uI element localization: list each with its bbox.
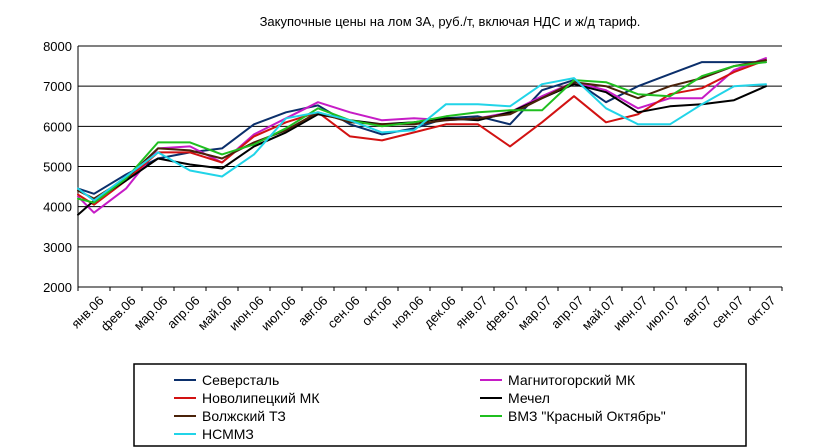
- y-tick-label: 8000: [43, 39, 72, 54]
- x-tick-label: июл.06: [258, 293, 299, 334]
- legend-label: Северсталь: [202, 372, 279, 388]
- x-tick-label: авг.06: [295, 293, 331, 329]
- x-tick-label: май.07: [579, 293, 619, 333]
- series-line: [77, 57, 767, 214]
- y-tick-label: 3000: [43, 240, 72, 255]
- y-tick-label: 2000: [43, 280, 72, 295]
- legend-label: Мечел: [508, 390, 550, 406]
- x-tick-label: фев.06: [98, 293, 139, 334]
- x-tick-label: мар.06: [131, 293, 171, 333]
- y-tick-label: 6000: [43, 119, 72, 134]
- x-tick-label: дек.06: [421, 293, 459, 331]
- x-tick-label: июн.07: [610, 293, 650, 333]
- chart-title: Закупочные цены на лом 3А, руб./т, включ…: [260, 14, 641, 29]
- legend-label: Магнитогорский МК: [508, 372, 636, 388]
- x-tick-labels: янв.06фев.06мар.06апр.06май.06июн.06июл.…: [68, 293, 778, 334]
- y-tick-label: 4000: [43, 200, 72, 215]
- x-tick-label: май.06: [195, 293, 235, 333]
- x-tick-label: сен.06: [324, 293, 362, 331]
- series-line: [77, 61, 767, 195]
- series-line: [77, 59, 767, 206]
- x-tick-label: фев.07: [482, 293, 523, 334]
- legend-label: ВМЗ "Красный Октябрь": [508, 408, 666, 424]
- y-tick-labels: 2000 3000 4000 5000 6000 7000 8000: [43, 39, 72, 295]
- legend-label: НСММЗ: [202, 426, 254, 442]
- x-tick-label: окт.07: [743, 293, 779, 329]
- x-tick-label: мар.07: [515, 293, 555, 333]
- legend-box: [133, 363, 747, 447]
- legend-label: Волжский ТЗ: [202, 408, 286, 424]
- legend-label: Новолипецкий МК: [202, 390, 320, 406]
- x-tick-label: июн.06: [226, 293, 266, 333]
- y-tick-label: 5000: [43, 160, 72, 175]
- y-tick-label: 7000: [43, 79, 72, 94]
- axes: [77, 46, 783, 291]
- series-line: [77, 61, 767, 204]
- x-tick-label: авг.07: [679, 293, 715, 329]
- x-tick-label: июл.07: [642, 293, 683, 334]
- series-lines: [77, 57, 767, 216]
- series-line: [77, 77, 767, 202]
- legend: Северсталь Магнитогорский МК Новолипецкий …: [133, 363, 747, 447]
- gridlines: [78, 45, 782, 288]
- x-tick-label: сен.07: [708, 293, 746, 331]
- x-tick-label: ноя.06: [388, 293, 427, 332]
